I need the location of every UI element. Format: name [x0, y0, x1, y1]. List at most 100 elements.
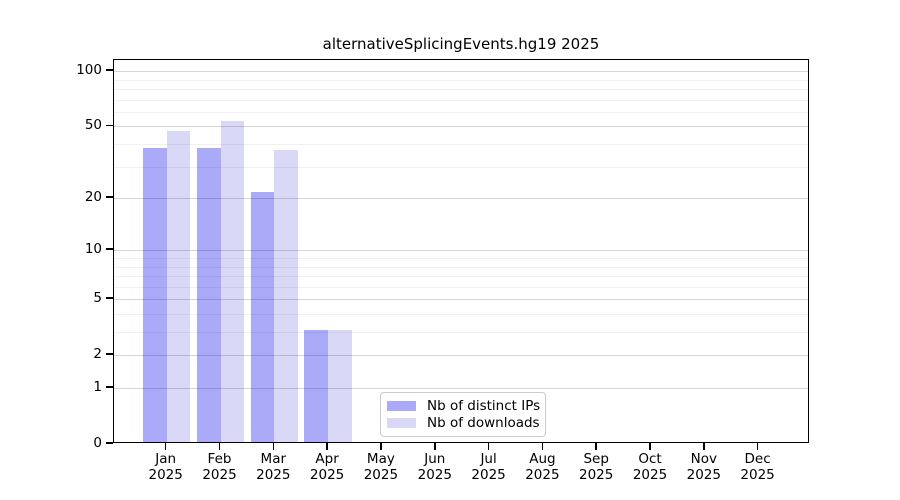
- minor-gridline: [114, 332, 808, 333]
- month-label: Jan: [155, 451, 177, 467]
- x-tick-mark: [487, 443, 490, 450]
- bar-distinct-ips-mar: [250, 192, 275, 442]
- x-tick-label-feb: Feb 2025: [188, 451, 252, 483]
- x-tick-label-jan: Jan 2025: [134, 451, 198, 483]
- year-label: 2025: [256, 467, 291, 483]
- y-tick-mark: [106, 124, 113, 127]
- y-tick-mark: [106, 386, 113, 388]
- bar-downloads-mar: [274, 150, 299, 442]
- major-gridline: [114, 388, 808, 389]
- year-label: 2025: [363, 467, 399, 483]
- x-tick-mark: [218, 443, 221, 450]
- year-label: 2025: [202, 467, 237, 483]
- bar-downloads-feb: [220, 121, 245, 442]
- y-tick-label: 100: [76, 62, 102, 79]
- month-label: Apr: [315, 451, 339, 467]
- legend-label-downloads: Nb of downloads: [427, 415, 540, 431]
- month-label: Aug: [529, 451, 556, 467]
- y-tick-mark: [106, 353, 113, 356]
- minor-gridline: [114, 258, 808, 259]
- bar-downloads-apr: [328, 330, 352, 442]
- legend-swatch-distinct-ips-icon: [387, 401, 416, 411]
- month-label: Nov: [690, 451, 717, 467]
- chart-title: alternativeSplicingEvents.hg19 2025: [322, 35, 600, 53]
- y-tick-label: 2: [93, 346, 102, 363]
- x-tick-label-jul: Jul 2025: [457, 451, 521, 483]
- bar-distinct-ips-jan: [142, 148, 167, 442]
- y-tick-mark: [106, 248, 113, 251]
- x-tick-label-jun: Jun 2025: [403, 451, 467, 483]
- month-label: Mar: [260, 451, 287, 467]
- major-gridline: [114, 299, 808, 301]
- x-tick-label-apr: Apr 2025: [295, 451, 359, 483]
- legend-item-distinct-ips: Nb of distinct IPs: [387, 398, 540, 414]
- minor-gridline: [114, 286, 808, 288]
- x-tick-label-nov: Nov 2025: [672, 451, 736, 483]
- minor-gridline: [114, 314, 808, 315]
- y-tick-label: 0: [93, 435, 102, 451]
- minor-gridline: [114, 276, 808, 277]
- month-label: Dec: [744, 451, 771, 467]
- legend-swatch-downloads-icon: [387, 418, 416, 428]
- bar-distinct-ips-apr: [304, 330, 329, 442]
- month-label: May: [366, 451, 395, 467]
- x-tick-label-dec: Dec 2025: [726, 451, 790, 483]
- minor-gridline: [114, 166, 808, 168]
- x-tick-mark: [326, 443, 328, 450]
- month-label: Sep: [583, 451, 609, 467]
- minor-gridline: [114, 79, 808, 81]
- x-tick-mark: [164, 443, 167, 450]
- x-tick-mark: [380, 443, 382, 450]
- x-tick-mark: [756, 443, 759, 450]
- major-gridline: [114, 198, 808, 200]
- major-gridline: [114, 71, 808, 73]
- major-gridline: [114, 126, 808, 128]
- x-tick-label-oct: Oct 2025: [618, 451, 682, 483]
- legend: Nb of distinct IPs Nb of downloads: [380, 392, 546, 437]
- y-tick-mark: [106, 442, 113, 444]
- minor-gridline: [114, 99, 808, 101]
- x-tick-label-aug: Aug 2025: [510, 451, 574, 483]
- y-tick-label: 50: [84, 117, 102, 134]
- bar-distinct-ips-feb: [196, 148, 221, 442]
- month-label: Oct: [638, 451, 662, 467]
- year-label: 2025: [632, 467, 668, 483]
- major-gridline: [114, 355, 808, 357]
- minor-gridline: [114, 111, 808, 113]
- year-label: 2025: [686, 467, 721, 483]
- x-tick-label-sep: Sep 2025: [564, 451, 628, 483]
- month-label: Jun: [424, 451, 446, 467]
- y-tick-label: 20: [84, 189, 102, 206]
- x-tick-label-may: May 2025: [349, 451, 413, 483]
- plot-area: Nb of distinct IPs Nb of downloads: [113, 59, 809, 443]
- year-label: 2025: [309, 467, 345, 483]
- x-tick-mark: [541, 443, 544, 450]
- year-label: 2025: [579, 467, 614, 483]
- major-gridline: [114, 250, 808, 252]
- x-tick-label-mar: Mar 2025: [241, 451, 305, 483]
- x-tick-mark: [649, 443, 651, 450]
- month-label: Jul: [480, 451, 497, 467]
- y-tick-label: 1: [93, 379, 102, 395]
- minor-gridline: [114, 89, 808, 90]
- x-tick-mark: [433, 443, 436, 450]
- year-label: 2025: [525, 467, 560, 483]
- year-label: 2025: [148, 467, 183, 483]
- y-tick-mark: [106, 69, 113, 71]
- minor-gridline: [114, 144, 808, 145]
- year-label: 2025: [740, 467, 775, 483]
- x-tick-mark: [703, 443, 705, 450]
- y-tick-mark: [106, 196, 113, 198]
- minor-gridline: [114, 266, 808, 268]
- x-tick-mark: [272, 443, 275, 450]
- y-tick-mark: [106, 297, 113, 300]
- legend-label-distinct-ips: Nb of distinct IPs: [427, 398, 541, 414]
- y-tick-label: 5: [93, 290, 102, 307]
- bar-downloads-jan: [166, 131, 191, 442]
- x-tick-mark: [595, 443, 597, 450]
- legend-item-downloads: Nb of downloads: [387, 415, 540, 431]
- y-tick-label: 10: [84, 241, 102, 258]
- year-label: 2025: [417, 467, 452, 483]
- year-label: 2025: [471, 467, 506, 483]
